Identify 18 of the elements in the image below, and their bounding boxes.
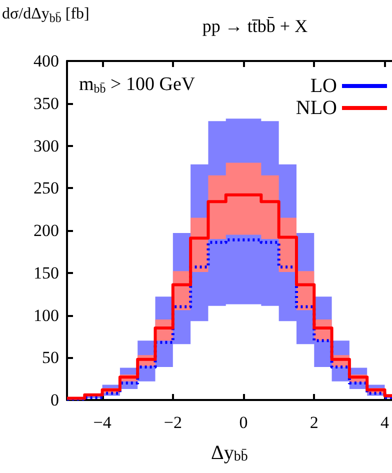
- y-tick-label: 50: [42, 348, 59, 368]
- y-tick-label: 350: [34, 94, 59, 113]
- y-tick-label: 200: [34, 221, 59, 240]
- x-tick-label: 0: [239, 413, 248, 432]
- legend-label: LO: [310, 75, 337, 97]
- x-tick-label: 2: [310, 413, 318, 432]
- y-tick-label: 100: [34, 306, 59, 325]
- x-tick-label: 4: [380, 413, 390, 432]
- chart-title: pp → tt̄bb̄ + X: [202, 16, 308, 36]
- y-tick-label: 0: [50, 390, 59, 410]
- x-axis-title: Δybb̄: [210, 442, 248, 464]
- legend-label: NLO: [296, 97, 337, 119]
- x-tick-label: −4: [93, 413, 112, 432]
- y-tick-label: 250: [34, 178, 59, 198]
- y-tick-label: 150: [34, 263, 59, 282]
- x-tick-label: −2: [164, 413, 182, 432]
- y-tick-label: 300: [34, 136, 59, 156]
- y-tick-label: 400: [34, 52, 59, 70]
